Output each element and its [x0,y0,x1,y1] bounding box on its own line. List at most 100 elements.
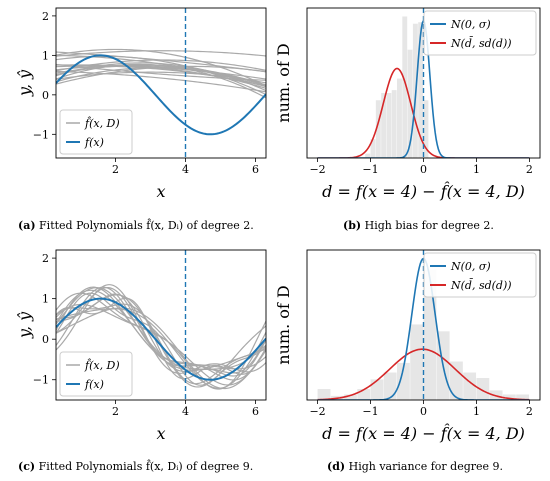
legend-label-fitted: f̂(x, D) [84,117,120,130]
x-tick-label: 2 [112,405,119,418]
y-tick-label: −1 [33,374,49,387]
fitted-curve [56,70,266,93]
x-tick-label: 2 [526,405,533,418]
histogram-bar [391,90,397,158]
y-tick-label: 2 [42,252,49,265]
fitted-curve [56,65,266,86]
legend-label-fit-normal: N(d̄, sd(d)) [450,37,512,50]
true-function-curve [56,54,266,136]
fitted-curve [56,284,266,374]
legend-label-true: f(x) [84,136,104,149]
legend-box [423,10,537,56]
x-tick-label: 2 [112,163,119,176]
legend-label-fit-normal: N(d̄, sd(d)) [450,279,512,292]
x-axis-label: d = f(x = 4) − f̂(x = 4, D) [322,424,525,443]
x-tick-label: −2 [309,405,325,418]
legend-label-true-normal: N(0, σ) [450,260,491,273]
x-axis-label: x [156,424,165,443]
histogram-bar [375,100,381,158]
histogram-bar [410,324,424,400]
caption-d-text: High variance for degree 9. [345,460,504,473]
plot-frame [55,7,267,159]
histogram-bar [344,394,357,400]
x-tick-label: −1 [362,163,378,176]
y-tick-label: 1 [42,293,49,306]
panel-b-bias-histogram: −2 −1 0 1 2d = f(x = 4) − f̂(x = 4, D) num. o… [274,7,541,201]
histogram-bar [397,78,402,158]
fitted-curve [56,308,266,389]
fitted-curve [56,307,266,390]
histogram-bar [383,372,397,400]
fitted-curve [56,65,266,89]
legend-label-true-normal: N(0, σ) [450,18,491,31]
x-tick-label: 6 [252,163,259,176]
fitted-curve [56,64,266,80]
legend: N(0, σ) N(d̄, sd(d)) [423,252,537,298]
caption-c-text: Fitted Polynomials f̂(x, Dᵢ) of degree 9… [35,460,254,473]
histogram-bar [370,139,376,158]
plot-area [317,250,530,400]
caption-c-tag: (c) [18,460,36,473]
plot-frame [55,249,267,401]
caption-a-text: Fitted Polynomials f̂(x, Dᵢ) of degree 2… [35,219,254,232]
fitted-curve [56,63,266,99]
plot-area [56,8,266,158]
fitted-curve [56,286,266,370]
true-function-curve [56,297,266,381]
legend-label-true: f(x) [84,378,104,391]
legend: N(0, σ) N(d̄, sd(d)) [423,10,537,56]
x-tick-label: 1 [473,405,480,418]
legend-box [423,252,537,298]
y-axis-label: y, ŷ [15,311,34,339]
legend: f̂(x, D) f(x) [59,351,133,397]
caption-d: (d) High variance for degree 9. [327,460,503,473]
x-axis-label: x [156,182,165,201]
histogram-bar [449,361,463,400]
fitted-curve [56,48,266,87]
histogram-bar [381,93,387,158]
caption-a-tag: (a) [18,219,36,232]
histogram-bar [516,394,530,400]
y-axis-label: num. of D [274,43,293,122]
x-tick-label: 1 [473,163,480,176]
y-tick-label: 0 [42,333,49,346]
histogram-bar [317,389,331,400]
x-tick-label: −2 [309,163,325,176]
histogram-bar [423,100,429,158]
y-axis-label: y, ŷ [15,69,34,97]
x-tick-label: 0 [420,163,427,176]
fitted-curve [56,297,266,380]
histogram-bar [370,379,384,400]
fitted-curve [56,50,266,57]
fitted-curve [56,292,266,386]
y-tick-label: 1 [42,49,49,62]
caption-b-text: High bias for degree 2. [361,219,494,232]
caption-d-tag: (d) [327,460,346,473]
y-tick-label: −1 [33,128,49,141]
x-axis-label: d = f(x = 4) − f̂(x = 4, D) [322,182,525,201]
histogram-bar [476,378,490,400]
x-tick-label: 4 [182,163,189,176]
panel-c-fitted-degree-9: 2 4 6 −1 0 1 2 x y, ŷ f̂(x, D) f(x) [15,249,267,443]
x-tick-label: 0 [420,405,427,418]
histogram-bar [502,394,516,400]
caption-c: (c) Fitted Polynomials f̂(x, Dᵢ) of degr… [18,460,253,473]
caption-a: (a) Fitted Polynomials f̂(x, Dᵢ) of degr… [18,219,254,232]
panel-d-variance-histogram: −2 −1 0 1 2d = f(x = 4) − f̂(x = 4, D) num. o… [274,249,541,443]
y-tick-label: 2 [42,10,49,23]
histogram-bar [418,22,424,158]
plot-area [56,250,266,400]
y-axis-label: num. of D [274,285,293,364]
histogram-bar [397,362,410,400]
histogram-bar [357,389,371,400]
x-tick-label: 2 [526,163,533,176]
caption-b: (b) High bias for degree 2. [343,219,494,232]
histogram-bar [463,372,477,400]
legend: f̂(x, D) f(x) [59,109,133,155]
y-tick-label: 0 [42,89,49,102]
fitted-curve [56,292,266,390]
legend-label-fitted: f̂(x, D) [84,359,120,372]
x-tick-label: 6 [252,405,259,418]
x-tick-label: 4 [182,405,189,418]
